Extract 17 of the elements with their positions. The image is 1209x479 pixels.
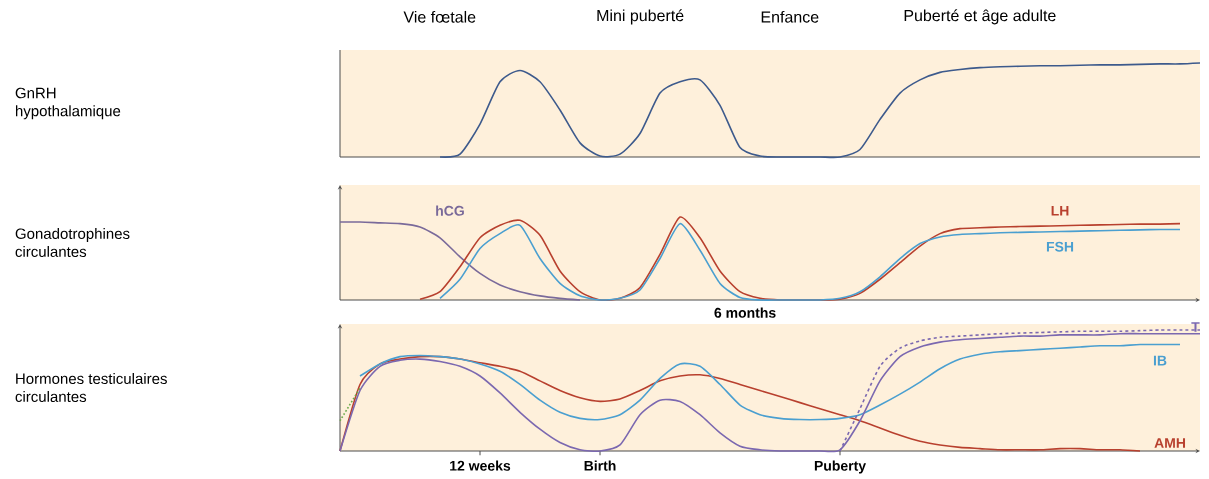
series-label: hCG	[436, 205, 464, 216]
text: Vie fœtale	[403, 10, 476, 23]
y-axis-title: Hormones testiculaires circulantes	[15, 372, 167, 402]
series-label: AMH	[1154, 438, 1186, 448]
series-label: T	[1191, 322, 1200, 332]
y-axis-title: Gonadotrophines circulantes	[15, 227, 130, 257]
series-label: LH	[1051, 205, 1069, 216]
x-tick-label: Puberty	[814, 460, 866, 474]
x-tick-label: Birth	[584, 460, 616, 471]
text: Mini puberté	[597, 9, 684, 25]
text: 6 months	[714, 307, 776, 318]
y-axis-title: GnRH hypothalamique	[15, 87, 121, 120]
x-tick-label: 12 weeks	[450, 460, 511, 471]
text: Enfance	[761, 10, 819, 23]
series-label: FSH	[1046, 241, 1074, 252]
text: Puberté et âge adulte	[904, 9, 1056, 25]
series-label: IB	[1153, 355, 1167, 366]
